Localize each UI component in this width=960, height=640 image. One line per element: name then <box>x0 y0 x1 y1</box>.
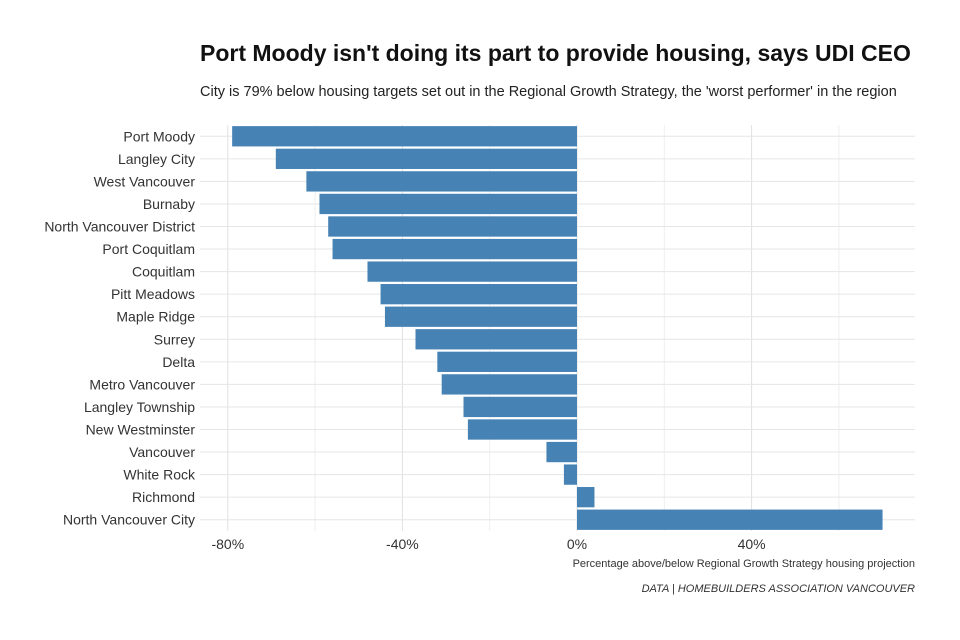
chart-caption: DATA | HOMEBUILDERS ASSOCIATION VANCOUVE… <box>642 583 915 595</box>
x-tick-label: 0% <box>567 536 587 552</box>
x-tick-label: -40% <box>386 536 419 552</box>
bar-port-coquitlam <box>332 238 577 260</box>
bar-pitt-meadows <box>380 284 577 305</box>
category-label: Port Moody <box>123 128 195 144</box>
category-label: North Vancouver District <box>44 219 195 235</box>
bar-metro-vancouver <box>441 374 577 395</box>
bar-langley-city <box>275 148 577 169</box>
category-label: Metro Vancouver <box>89 376 195 392</box>
bar-north-vancouver-district <box>328 216 577 237</box>
category-labels: Port Moody Langley City West Vancouver Burn… <box>44 128 196 527</box>
chart-subtitle: City is 79% below housing targets set ou… <box>200 84 897 100</box>
category-label: Port Coquitlam <box>102 241 195 257</box>
category-label: Langley City <box>118 151 195 167</box>
bar-white-rock <box>563 464 577 485</box>
category-label: Coquitlam <box>132 264 195 280</box>
bar-delta <box>437 351 577 372</box>
x-tick-label: -80% <box>211 536 244 552</box>
category-label: White Rock <box>123 467 196 483</box>
bar-coquitlam <box>367 261 577 282</box>
bar-langley-township <box>463 396 577 418</box>
category-label: New Westminster <box>86 422 196 438</box>
x-tick-labels: -80% -40% 0% 40% <box>211 536 765 552</box>
bar-burnaby <box>319 193 577 215</box>
bar-new-westminster <box>467 419 577 440</box>
category-label: West Vancouver <box>94 173 196 189</box>
bar-maple-ridge <box>384 306 577 327</box>
bar-richmond <box>577 487 595 508</box>
bar-west-vancouver <box>306 171 577 192</box>
category-label: Surrey <box>154 331 195 347</box>
category-label: Richmond <box>132 489 195 505</box>
category-label: Burnaby <box>143 196 195 212</box>
chart-title: Port Moody isn't doing its part to provi… <box>200 40 911 66</box>
x-axis-label: Percentage above/below Regional Growth S… <box>573 558 915 570</box>
x-tick-label: 40% <box>738 536 766 552</box>
category-label: Maple Ridge <box>116 309 195 325</box>
category-label: Pitt Meadows <box>111 286 195 302</box>
bar-surrey <box>415 329 577 350</box>
category-label: Vancouver <box>129 444 195 460</box>
bar-north-vancouver-city <box>577 509 883 530</box>
category-label: North Vancouver City <box>63 512 195 528</box>
category-label: Langley Township <box>84 399 195 415</box>
bar-port-moody <box>232 126 578 147</box>
bar-vancouver <box>546 441 577 463</box>
category-label: Delta <box>162 354 195 370</box>
bars <box>232 126 883 530</box>
